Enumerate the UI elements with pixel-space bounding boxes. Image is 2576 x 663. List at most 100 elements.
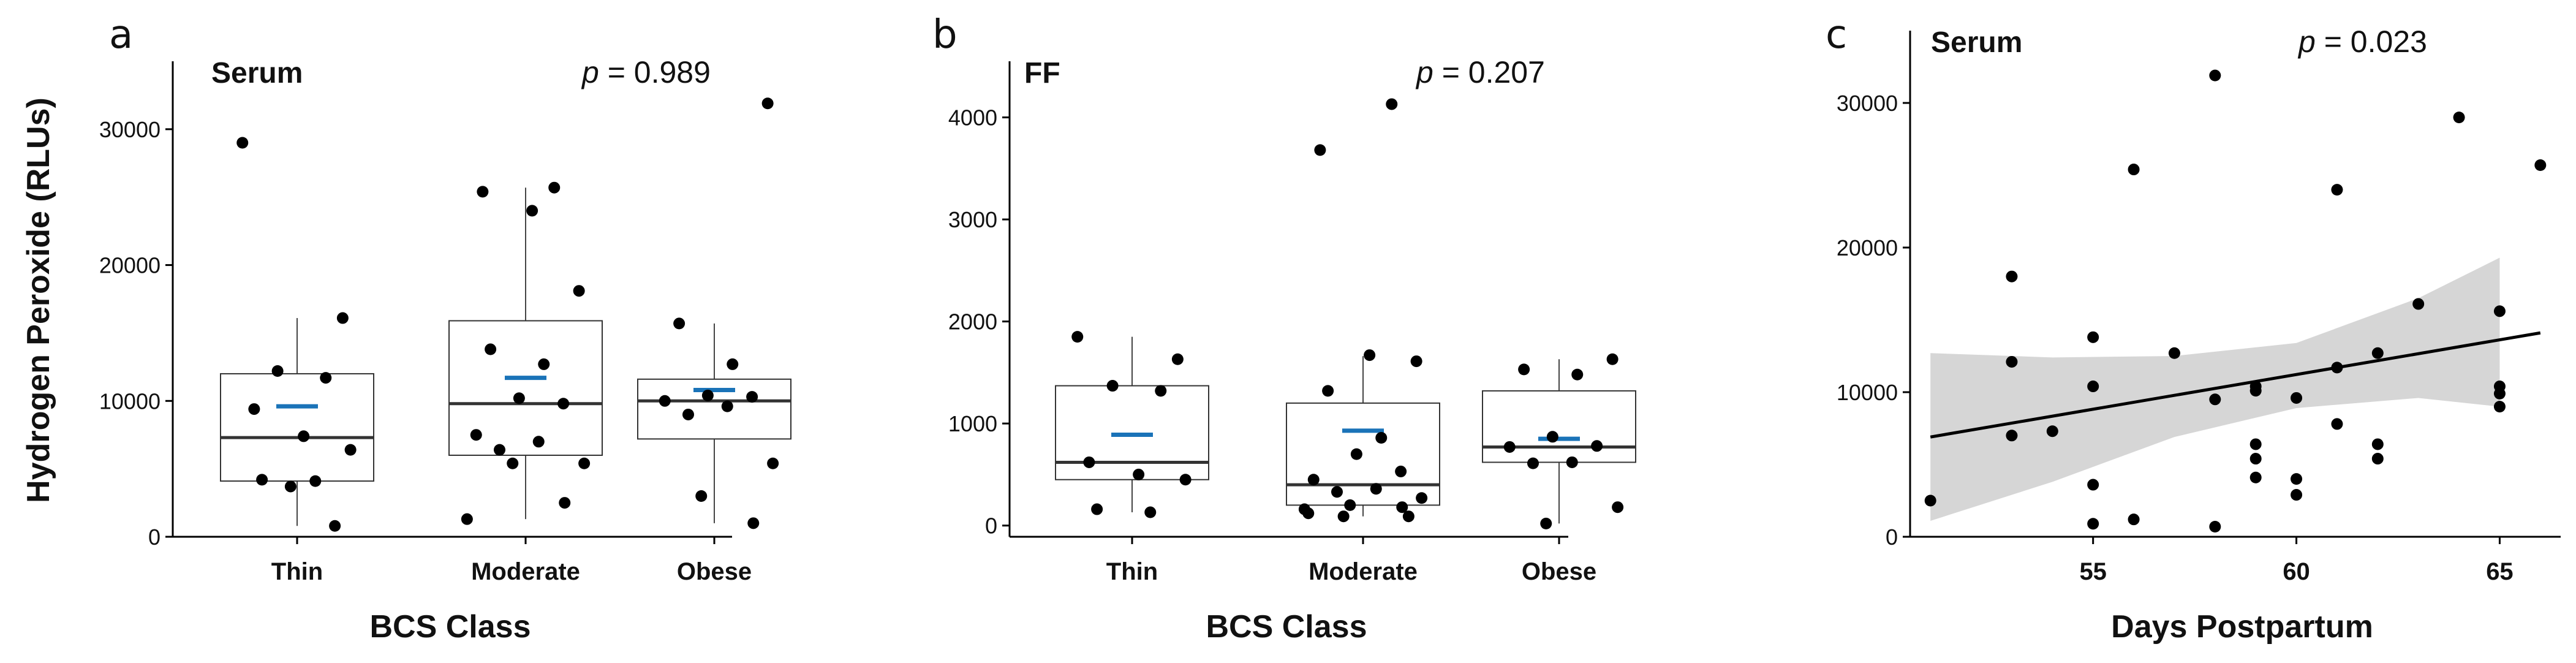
panel-b-p-value: p = 0.207 xyxy=(1415,55,1545,89)
panel-a-data-point xyxy=(532,436,545,448)
panel-b-data-point xyxy=(1307,474,1320,486)
panel-b-data-point xyxy=(1503,441,1516,453)
panel-a-category-label: Thin xyxy=(271,558,323,585)
panel-b-y-tick-label: 2000 xyxy=(948,309,997,335)
panel-b-data-point xyxy=(1144,506,1157,518)
panel-c-data-point xyxy=(2209,69,2221,81)
panel-b-data-point xyxy=(1302,507,1315,520)
panel-c-data-point xyxy=(2453,112,2465,124)
panel-c-data-point xyxy=(2087,518,2099,530)
panel-a-y-tick-label: 20000 xyxy=(99,253,161,278)
panel-c-data-point xyxy=(2087,331,2099,343)
panel-a-title: Serum xyxy=(211,57,303,89)
panel-a-x-ticks: Thin Moderate Obese xyxy=(271,537,752,585)
panel-b-data-point xyxy=(1083,456,1095,468)
panel-c-data-point xyxy=(2249,453,2262,465)
panel-b-data-point xyxy=(1106,380,1119,392)
panel-c-data-point xyxy=(2209,393,2221,406)
panel-b-data-point xyxy=(1179,474,1192,486)
panel-a-y-tick-label: 30000 xyxy=(99,117,161,142)
panel-b-data-point xyxy=(1410,355,1422,368)
panel-a-data-point xyxy=(284,480,297,493)
panel-b-y-tick-label: 4000 xyxy=(948,105,997,131)
panel-c-data-point xyxy=(2087,479,2099,491)
panel-a-data-point xyxy=(329,520,341,532)
panel-a-y-ticks: 0 10000 20000 30000 xyxy=(99,117,173,550)
panel-c-data-point xyxy=(2249,471,2262,483)
panel-c-data-point xyxy=(2291,473,2303,485)
panel-a-data-point xyxy=(747,517,760,529)
panel-c-data-point xyxy=(2006,430,2018,442)
panel-b-points xyxy=(1071,98,1624,529)
panel-a-data-point xyxy=(557,398,570,410)
panel-b-data-point xyxy=(1370,483,1382,495)
panel-c-x-title: Days Postpartum xyxy=(2111,609,2373,645)
panel-a-data-point xyxy=(461,513,473,525)
panel-c-y-tick-label: 30000 xyxy=(1837,91,1898,116)
panel-a-category-label: Obese xyxy=(677,558,752,585)
panel-a-box xyxy=(220,373,374,482)
panel-b-data-point xyxy=(1395,465,1407,477)
panel-c-x-tick-label: 65 xyxy=(2486,558,2514,585)
panel-a-data-point xyxy=(526,205,538,217)
panel-a-data-point xyxy=(477,186,489,198)
panel-a-data-point xyxy=(701,389,714,401)
panel-c-data-point xyxy=(2128,513,2140,526)
panel-b-y-tick-label: 0 xyxy=(985,513,997,539)
panel-b-data-point xyxy=(1133,468,1145,480)
panel-c: c Serum p = 0.023 0 10000 20000 30000 55 60 6… xyxy=(1826,12,2561,645)
panel-b-data-point xyxy=(1314,144,1326,156)
panel-a-p-value: p = 0.989 xyxy=(581,55,711,89)
panel-b-data-point xyxy=(1171,353,1184,365)
panel-b-data-point xyxy=(1527,457,1539,469)
panel-c-regression-line xyxy=(1930,331,2541,439)
panel-c-points xyxy=(1924,69,2547,532)
panel-a-data-point xyxy=(470,429,482,441)
panel-b-y-ticks: 0 1000 2000 3000 4000 xyxy=(948,105,1010,539)
panel-b-data-point xyxy=(1591,440,1603,452)
panel-a-data-point xyxy=(659,395,671,407)
panel-a-data-point xyxy=(309,475,322,487)
panel-c-data-point xyxy=(2493,387,2506,400)
panel-a-data-point xyxy=(559,497,571,509)
panel-a-data-point xyxy=(761,97,774,110)
panel-b-data-point xyxy=(1546,431,1558,443)
panel-b-category-label: Obese xyxy=(1522,558,1596,585)
panel-b-p-value-number: 0.207 xyxy=(1468,55,1545,89)
panel-b-data-point xyxy=(1350,448,1362,460)
panel-a-data-point xyxy=(767,457,779,469)
panel-a-data-point xyxy=(248,403,260,415)
panel-b-data-point xyxy=(1091,503,1103,515)
panel-b-x-ticks: Thin Moderate Obese xyxy=(1106,537,1596,585)
panel-c-x-ticks: 55 60 65 xyxy=(2079,537,2514,585)
panel-letter-c: c xyxy=(1826,12,1847,58)
panel-a-boxes xyxy=(220,188,791,526)
panel-a-data-point xyxy=(578,457,591,469)
panel-b-data-point xyxy=(1518,363,1530,376)
panel-a-y-title: Hydrogen Peroxide (RLUs) xyxy=(21,97,56,503)
panel-a-x-title: BCS Class xyxy=(370,609,531,645)
panel-a-data-point xyxy=(256,474,268,486)
panel-b-data-point xyxy=(1344,499,1356,511)
panel-a-data-point xyxy=(298,430,310,442)
panel-b-data-point xyxy=(1375,431,1388,444)
panel-a-data-point xyxy=(682,408,694,420)
panel-c-data-point xyxy=(2331,184,2343,196)
panel-c-x-tick-label: 55 xyxy=(2079,558,2107,585)
panel-b-data-point xyxy=(1337,510,1350,523)
panel-b-data-point xyxy=(1402,510,1415,523)
panel-a-data-point xyxy=(236,137,249,149)
panel-c-y-tick-label: 10000 xyxy=(1837,380,1898,405)
panel-b-data-point xyxy=(1155,385,1167,397)
panel-b-data-point xyxy=(1612,501,1624,513)
panel-a-data-point xyxy=(320,372,332,384)
panel-a-data-point xyxy=(494,444,505,456)
panel-c-data-point xyxy=(2249,385,2262,397)
panel-a-data-point xyxy=(573,285,585,297)
panel-c-data-point xyxy=(2371,453,2384,465)
panel-a-category-label: Moderate xyxy=(471,558,580,585)
panel-a-data-point xyxy=(513,392,525,404)
panel-letter-a: a xyxy=(109,12,133,58)
panel-b-box xyxy=(1286,402,1440,506)
